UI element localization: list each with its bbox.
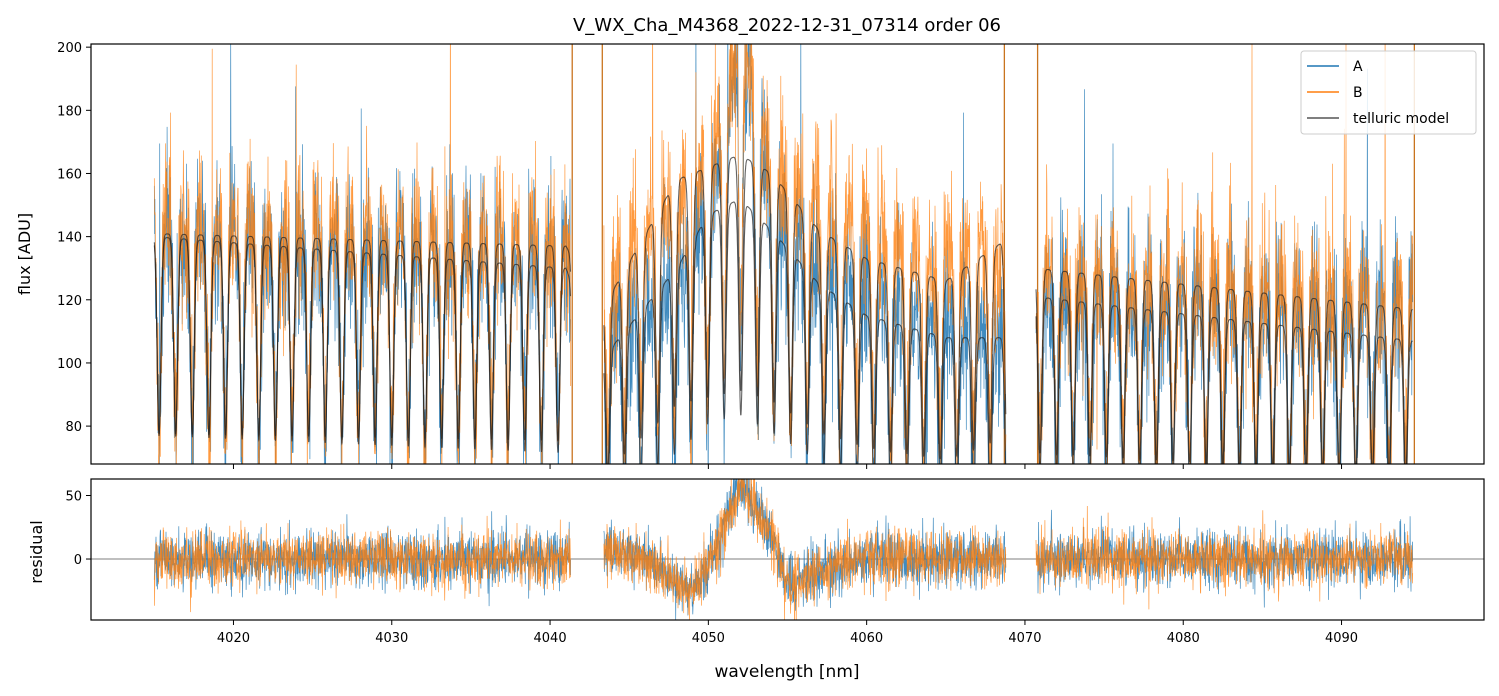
flux-x-ticks (232, 464, 1343, 469)
residual-x-tick-label-4070: 4070 (1008, 631, 1041, 646)
flux-plot-area (153, 44, 1415, 464)
residual-series-b (153, 479, 1414, 620)
residual-y-tick-label-0: 0 (74, 553, 82, 568)
residual-y-axis-label: residual (27, 520, 46, 583)
flux-y-ticks: 80 100 120 140 160 180 200 (57, 41, 91, 435)
residual-x-tick-label-4050: 4050 (692, 631, 725, 646)
residual-x-tick-label-4040: 4040 (534, 631, 567, 646)
legend-label-b: B (1353, 85, 1363, 101)
legend-box (1300, 50, 1477, 135)
flux-y-axis-label: flux [ADU] (15, 213, 34, 295)
residual-x-ticks: 4020 4030 4040 4050 4060 4070 4080 4090 (217, 620, 1358, 646)
residual-x-tick-label-4090: 4090 (1325, 631, 1358, 646)
series-a-spectrum (153, 44, 1414, 464)
residual-x-tick-label-4020: 4020 (217, 631, 250, 646)
flux-y-tick-label-120: 120 (57, 294, 82, 309)
flux-y-tick-label-200: 200 (57, 41, 82, 56)
chart-title: V_WX_Cha_M4368_2022-12-31_07314 order 06 (573, 15, 1001, 36)
flux-axes-frame (90, 43, 1485, 465)
residual-axes-frame (90, 478, 1485, 621)
legend-label-telluric: telluric model (1353, 111, 1449, 127)
flux-y-tick-label-140: 140 (57, 231, 82, 246)
residual-y-tick-label-50: 50 (65, 490, 82, 505)
flux-y-tick-label-180: 180 (57, 104, 82, 119)
x-axis-label: wavelength [nm] (714, 662, 859, 682)
legend: A B telluric model (1300, 50, 1477, 135)
residual-y-ticks: 0 50 (65, 490, 91, 568)
flux-y-tick-label-160: 160 (57, 167, 82, 182)
residual-x-tick-label-4080: 4080 (1167, 631, 1200, 646)
flux-y-tick-label-100: 100 (57, 357, 82, 372)
flux-y-tick-label-80: 80 (65, 420, 82, 435)
residual-x-tick-label-4060: 4060 (850, 631, 883, 646)
residual-x-tick-label-4030: 4030 (375, 631, 408, 646)
series-b-spectrum (153, 44, 1414, 464)
legend-label-a: A (1353, 59, 1363, 75)
residual-plot-area (91, 479, 1484, 620)
telluric-model-line-2 (153, 201, 1413, 464)
